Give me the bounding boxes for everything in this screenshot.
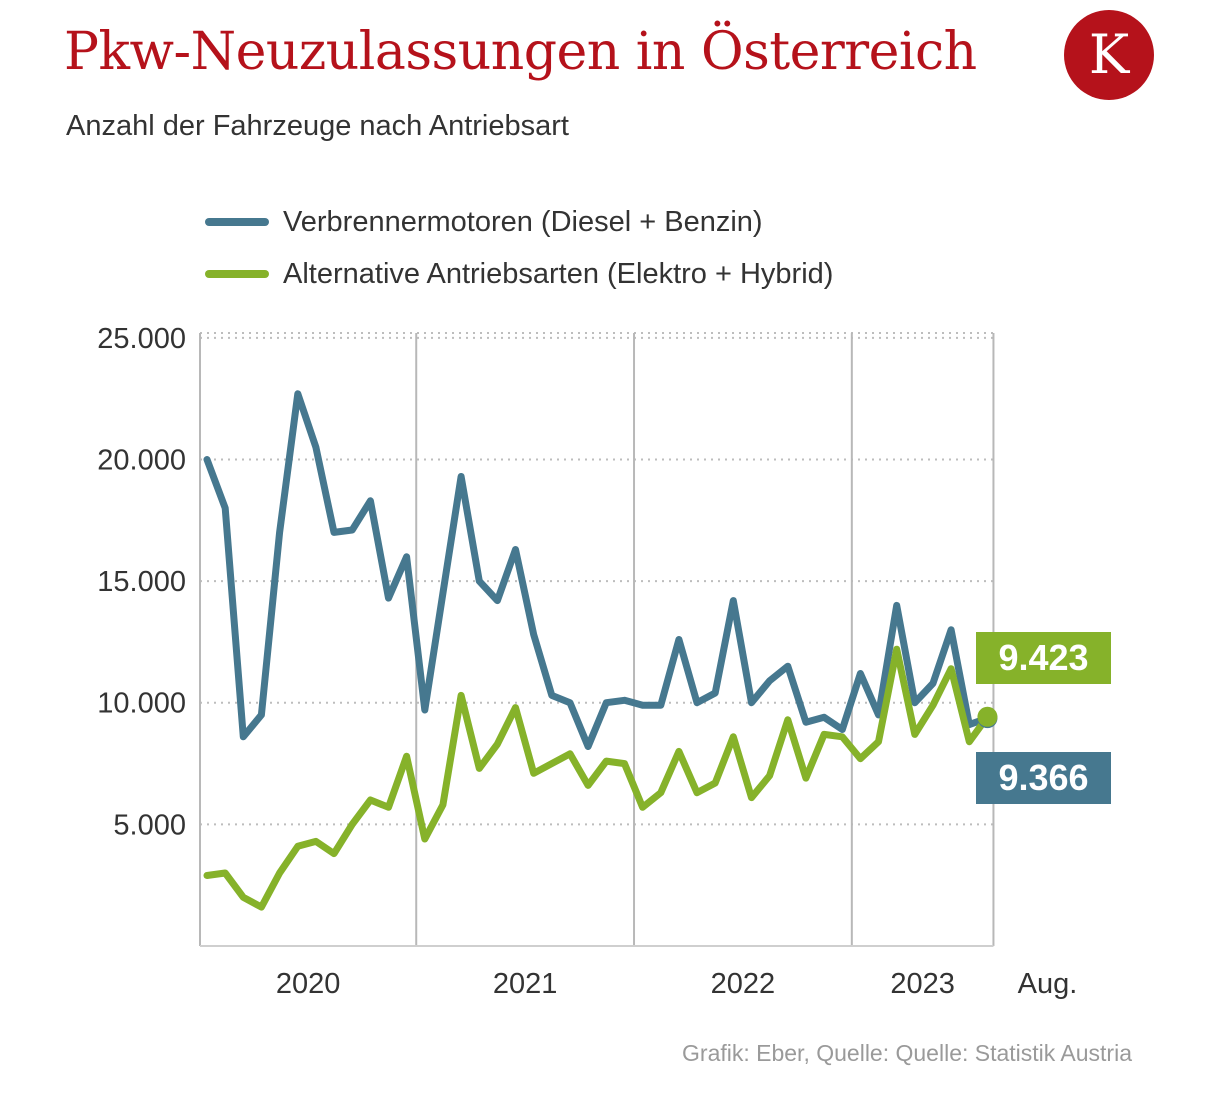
x-tick-label: 2022 bbox=[711, 968, 776, 1000]
x-tick-label: Aug. bbox=[1018, 968, 1078, 1000]
end-label-verbrenner: 9.366 bbox=[998, 757, 1088, 798]
legend-label-verbrenner: Verbrennermotoren (Diesel + Benzin) bbox=[283, 205, 763, 238]
x-tick-label: 2021 bbox=[493, 968, 558, 1000]
end-label-alternative: 9.423 bbox=[998, 637, 1088, 678]
chart-title: Pkw-Neuzulassungen in Österreich bbox=[64, 22, 977, 82]
chart-subtitle: Anzahl der Fahrzeuge nach Antriebsart bbox=[66, 110, 569, 142]
source-credit: Grafik: Eber, Quelle: Quelle: Statistik … bbox=[682, 1040, 1132, 1066]
series-line-alternative bbox=[203, 645, 991, 911]
y-tick-label: 15.000 bbox=[97, 566, 186, 598]
y-tick-label: 25.000 bbox=[97, 323, 186, 355]
end-label-box-verbrenner bbox=[976, 752, 1111, 804]
legend-swatch-verbrenner bbox=[205, 218, 269, 226]
end-label-box-alternative bbox=[976, 632, 1111, 684]
legend-item-alternative: Alternative Antriebsarten (Elektro + Hyb… bbox=[205, 248, 833, 300]
y-tick-label: 10.000 bbox=[97, 688, 186, 720]
series-line-verbrenner bbox=[203, 390, 991, 750]
y-tick-label: 5.000 bbox=[113, 809, 186, 841]
legend-swatch-alternative bbox=[205, 270, 269, 278]
legend-item-verbrenner: Verbrennermotoren (Diesel + Benzin) bbox=[205, 196, 833, 248]
kleine-zeitung-logo: K bbox=[1064, 10, 1154, 100]
x-tick-label: 2023 bbox=[890, 968, 955, 1000]
legend-label-alternative: Alternative Antriebsarten (Elektro + Hyb… bbox=[283, 257, 834, 290]
legend: Verbrennermotoren (Diesel + Benzin) Alte… bbox=[205, 196, 833, 300]
x-tick-label: 2020 bbox=[276, 968, 341, 1000]
y-tick-label: 20.000 bbox=[97, 444, 186, 476]
end-point-alternative bbox=[977, 706, 998, 727]
